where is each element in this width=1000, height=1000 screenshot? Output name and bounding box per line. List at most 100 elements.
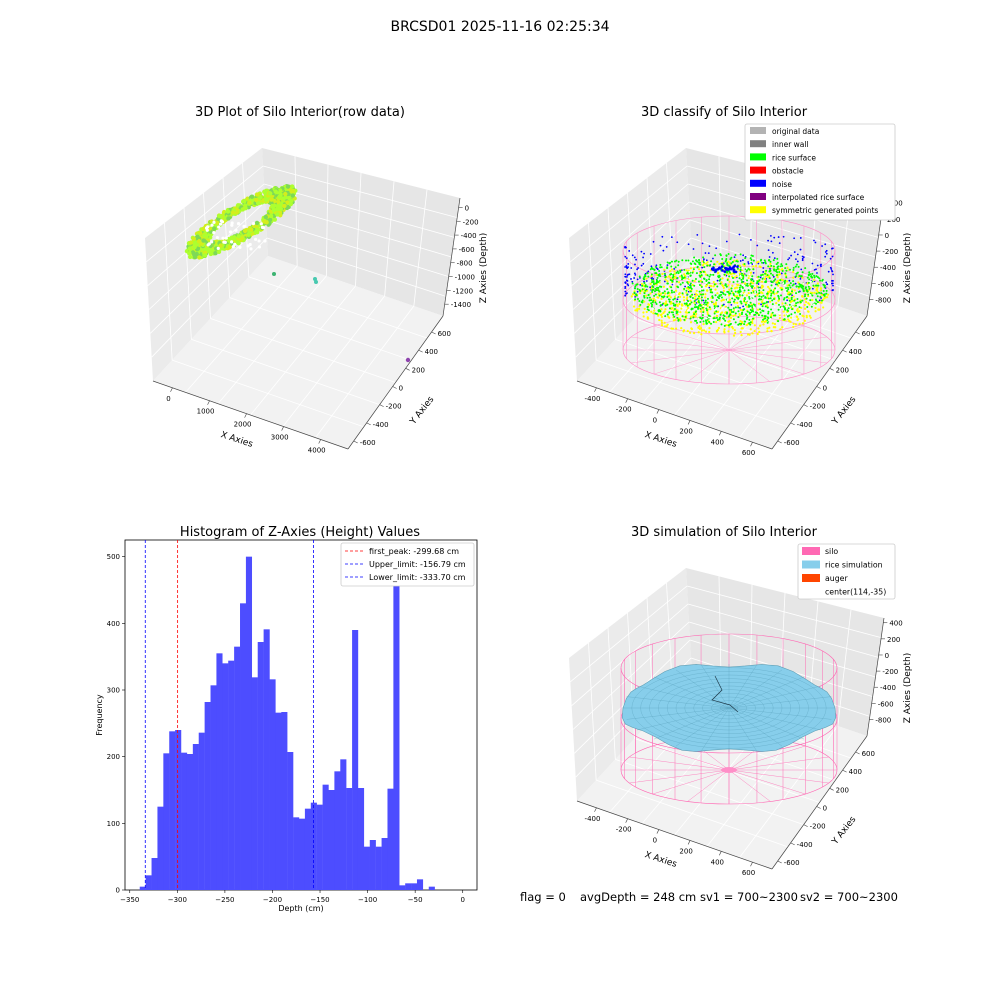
symmetric-point (694, 315, 697, 318)
noise-point (680, 269, 683, 272)
rice-surface-point (649, 268, 652, 271)
noise-point (665, 246, 668, 248)
rice-surface-point (776, 290, 779, 293)
rice-surface-point (631, 282, 634, 285)
rice-surface-point (724, 293, 727, 296)
histogram-bar (157, 806, 164, 890)
simulation-zlabel: Z Axies (Depth) (903, 653, 913, 724)
noise-point (624, 255, 627, 258)
rice-surface-point (767, 265, 770, 268)
y-tick-mark (855, 331, 860, 335)
rice-surface-point (700, 286, 703, 289)
grid-line (739, 725, 839, 858)
noise-point (832, 273, 834, 276)
legend-swatch (750, 206, 766, 214)
rice-surface-point (648, 299, 651, 302)
symmetric-point (791, 288, 794, 291)
raw-point (213, 250, 218, 256)
rice-surface-point (737, 290, 740, 293)
rice-surface-point (761, 314, 764, 317)
rice-surface-point (696, 321, 699, 324)
noise-point (676, 298, 679, 301)
rice-surface-point (782, 298, 785, 301)
rice-surface-point (777, 294, 780, 297)
rice-surface-point (647, 309, 650, 312)
noise-point (630, 278, 632, 280)
classify-title: 3D classify of Silo Interior (641, 105, 808, 120)
noise-point (732, 269, 736, 272)
raw-point (226, 216, 231, 221)
rice-surface-point (651, 289, 654, 292)
surface-mesh-line (728, 676, 805, 709)
histogram-bar (387, 788, 394, 890)
symmetric-point (819, 289, 822, 292)
symmetric-point (782, 310, 785, 313)
noise-point (625, 292, 627, 295)
rice-surface-point (717, 275, 720, 278)
x-tick-mark (594, 387, 597, 392)
rice-surface-point (805, 288, 808, 291)
z-tick-label: -600 (878, 700, 894, 708)
rice-surface-point (672, 302, 675, 305)
symmetric-point (822, 306, 825, 309)
rice-surface-point (644, 289, 647, 292)
symmetric-point (693, 297, 697, 300)
raw-point (277, 188, 283, 193)
rice-surface-point (772, 265, 775, 268)
legend-label: auger (825, 574, 848, 583)
noise-point (656, 268, 659, 271)
symmetric-point (650, 310, 653, 313)
rice-surface-point (716, 305, 719, 308)
symmetric-point (739, 320, 742, 323)
original-point (704, 305, 707, 308)
rice-surface-point (673, 315, 676, 318)
rice-surface-point (820, 292, 823, 295)
symmetric-point (729, 310, 732, 313)
histogram-xlabel: Depth (cm) (278, 904, 323, 913)
surface-mesh-line (728, 665, 757, 709)
original-point (691, 265, 694, 268)
rice-surface-point (757, 280, 760, 283)
rice-surface-point (634, 287, 637, 290)
symmetric-point (663, 302, 666, 305)
silo-spoke (728, 349, 770, 382)
rice-surface-point (696, 297, 699, 300)
rice-surface-point (807, 285, 810, 288)
symmetric-point (660, 323, 664, 327)
noise-point (721, 269, 724, 272)
original-point (672, 282, 675, 285)
symmetric-point (662, 285, 666, 288)
symmetric-point (694, 292, 697, 295)
noise-point (733, 256, 736, 258)
rice-surface-point (745, 274, 748, 277)
raw-point (204, 226, 209, 230)
symmetric-point (643, 300, 646, 303)
rice-surface-point (651, 267, 654, 270)
rice-surface-point (702, 270, 705, 273)
rice-surface-point (693, 313, 696, 316)
raw-point (212, 230, 216, 235)
raw-point (192, 244, 197, 250)
rice-surface-point (798, 282, 801, 285)
silo-spoke (631, 336, 730, 351)
rice-surface-point (651, 291, 654, 294)
noise-point (726, 268, 730, 271)
symmetric-point (740, 327, 743, 330)
rice-surface-point (762, 294, 765, 297)
noise-point (701, 266, 704, 269)
rice-surface-point (752, 303, 755, 306)
symmetric-point (654, 299, 657, 302)
symmetric-point (818, 301, 822, 304)
silo-spoke (687, 769, 730, 802)
rice-surface-point (659, 304, 662, 307)
y-tick-mark (418, 349, 423, 353)
noise-point (815, 268, 817, 271)
surface-mesh-line (728, 707, 783, 747)
rice-surface-point (765, 301, 768, 304)
noise-point (692, 248, 695, 250)
rice-surface-point (798, 274, 801, 277)
rice-surface-point (734, 254, 737, 257)
rice-surface-point (777, 320, 780, 323)
x-tick-label: 200 (679, 427, 692, 435)
x-tick-label: 0 (166, 395, 170, 403)
